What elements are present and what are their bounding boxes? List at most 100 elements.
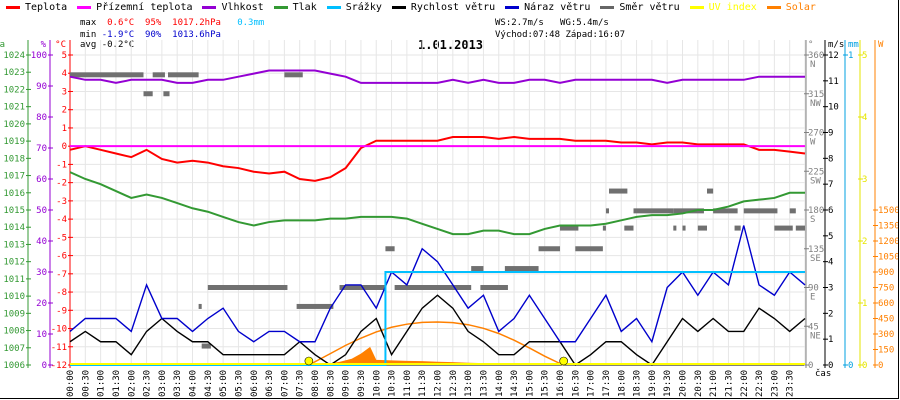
solar-tick-label: 900 [878,268,894,278]
legend-item: Rychlost větru [391,2,496,13]
sunset: Západ:16:07 [565,30,626,40]
press-tick-label: 1012 [3,258,25,268]
wind-direction-mark [673,225,677,231]
dir-tick-label: 180 [808,206,824,216]
dir-tick-label: 315 [808,90,824,100]
legend-label: Solar [785,2,816,13]
wind-tick-label: 2 [828,309,833,319]
temp-tick-label: 5 [62,51,67,61]
rain-tick-label: 0 [848,361,853,371]
press-tick-label: 1017 [3,172,25,182]
solar-axis-unit: W [878,40,884,50]
legend-item: Vlhkost [202,2,264,13]
x-tick-label: 14:00 [495,370,505,397]
wind-tick-label: 4 [828,258,833,268]
solar-tick-label: 1500 [878,206,899,216]
hum-tick-label: 0 [42,361,47,371]
legend-label: Směr větru [619,2,680,13]
compass-label: N [810,60,815,70]
wind-direction-mark [713,208,738,214]
x-tick-label: 04:30 [204,370,214,397]
temp-tick-label: -11 [51,343,67,353]
legend-item: UV index [689,2,757,13]
legend-label: Přízemní teplota [96,2,193,13]
legend-swatch [505,6,520,9]
press-tick-label: 1011 [3,275,25,285]
hum-tick-label: 60 [36,175,47,185]
sun-times: Východ:07:48 Západ:16:07 [495,30,625,40]
x-tick-label: 14:30 [510,370,520,397]
press-tick-label: 1010 [3,292,25,302]
temp-tick-label: -8 [56,288,67,298]
max-pressure: 1017.2hPa [172,18,221,28]
legend-swatch [326,6,341,9]
min-pressure: 1013.6hPa [172,30,221,40]
wind-gust-max: WG:5.4m/s [560,18,609,28]
wind-direction-mark [143,91,153,97]
x-tick-label: 11:30 [418,370,428,397]
temp-tick-label: -12 [51,361,67,371]
sunrise: Východ:07:48 [495,30,561,40]
compass-label: NE [810,331,821,341]
temp-tick-label: 0 [62,142,67,152]
temp-tick-label: -4 [56,215,67,225]
uv-tick-label: 4 [862,113,867,123]
min-humidity: 90% [145,30,162,40]
solar-tick-label: 600 [878,299,894,309]
x-tick-label: 03:30 [173,370,183,397]
compass-label: NW [810,99,821,109]
x-axis-label: čas [815,368,831,379]
wind-direction-mark [284,72,303,78]
hum-tick-label: 70 [36,144,47,154]
wind-direction-mark [538,246,560,252]
solar-area [308,346,554,365]
max-label: max [80,18,97,28]
x-tick-label: 15:00 [525,370,535,397]
x-tick-label: 03:00 [158,370,168,397]
stats-avg-row: avg -0.2°C [80,40,134,50]
temp-tick-label: 3 [62,87,67,97]
x-tick-label: 00:30 [81,370,91,397]
press-tick-label: 1006 [3,361,25,371]
compass-label: SW [810,176,821,186]
wind-direction-mark [697,225,707,231]
solar-tick-label: 1350 [878,222,899,232]
wind-tick-label: 10 [828,103,839,113]
max-humidity: 95% [145,18,162,28]
legend-swatch [391,6,406,9]
compass-label: S [810,215,815,225]
temp-tick-label: -6 [56,252,67,262]
wind-direction-mark [152,72,165,78]
wind-tick-label: 3 [828,284,833,294]
x-tick-label: 16:30 [571,370,581,397]
uv-tick-label: 3 [862,175,867,185]
series-rychlost-větru [69,294,806,366]
legend-label: Rychlost větru [410,2,496,13]
max-rain: 0.3mm [237,18,265,28]
legend-item: Teplota [6,2,67,13]
wind-direction-mark [163,91,170,97]
solar-tick-label: 150 [878,346,894,356]
press-tick-label: 1015 [3,206,25,216]
min-label: min [80,30,97,40]
stats-min-row: min -1.9°C 90% 1013.6hPa [80,30,221,40]
uv-tick-label: 2 [862,237,867,247]
wind-tick-label: 1 [828,335,833,345]
legend-swatch [77,6,92,9]
sun-event-marker [559,356,568,366]
legend-label: Náraz větru [524,2,591,13]
min-temp: -1.9°C [101,30,135,40]
wind-axis-unit: m/s [828,40,844,50]
legend-item: Srážky [326,2,382,13]
x-tick-label: 21:30 [724,370,734,397]
hum-tick-label: 10 [36,330,47,340]
temp-axis-unit: °C [55,40,66,50]
temp-tick-label: 4 [62,69,67,79]
x-tick-label: 20:30 [694,370,704,397]
dir-tick-label: 90 [808,284,819,294]
x-tick-label: 10:00 [372,370,382,397]
legend-item: Solar [766,2,816,13]
x-tick-label: 13:30 [479,370,489,397]
x-tick-label: 23:30 [786,370,796,397]
